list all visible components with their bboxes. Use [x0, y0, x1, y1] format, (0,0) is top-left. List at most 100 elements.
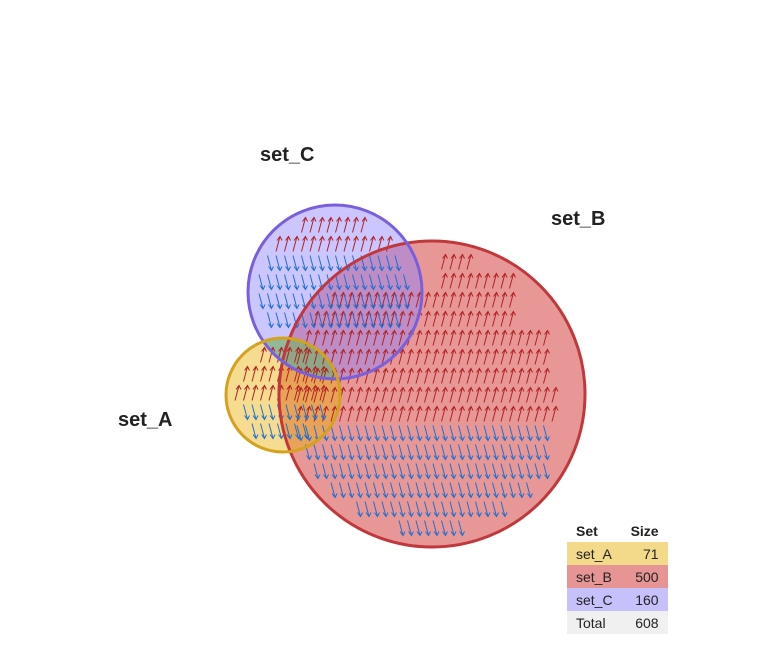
up-arrow-glyph: [364, 405, 372, 422]
down-arrow-glyph: [398, 520, 406, 537]
up-arrow-glyph: [398, 405, 406, 422]
down-arrow-glyph: [526, 482, 533, 499]
up-arrow-glyph: [260, 346, 267, 363]
down-arrow-glyph: [330, 463, 338, 480]
up-arrow-glyph: [432, 291, 440, 308]
down-arrow-glyph: [441, 425, 448, 442]
up-arrow-glyph: [407, 405, 414, 422]
up-arrow-glyph: [398, 310, 406, 327]
up-arrow-glyph: [407, 386, 414, 403]
up-arrow-glyph: [322, 329, 329, 346]
set-b-fill: [279, 241, 585, 547]
down-arrow-glyph: [509, 444, 516, 461]
down-arrow-glyph: [483, 444, 491, 461]
down-arrow-glyph: [292, 255, 300, 272]
down-arrow-glyph: [347, 425, 355, 442]
down-arrow-glyph: [449, 425, 457, 442]
up-arrow-glyph: [441, 310, 448, 327]
up-arrow-glyph: [285, 384, 293, 401]
set-outlines: [224, 203, 587, 549]
up-arrow-glyph: [318, 235, 325, 252]
up-arrow-glyph: [509, 272, 516, 289]
down-arrow-glyph: [258, 293, 266, 310]
up-arrow-glyph: [260, 365, 267, 382]
up-arrow-glyph: [381, 348, 389, 365]
down-arrow-glyph: [277, 423, 284, 440]
up-arrow-glyph: [407, 291, 414, 308]
down-arrow-glyph: [415, 501, 423, 518]
up-arrow-glyph: [509, 310, 516, 327]
legend-set-name: set_C: [576, 591, 613, 608]
down-arrow-glyph: [466, 482, 474, 499]
up-arrow-glyph: [330, 405, 338, 422]
up-arrow-glyph: [449, 291, 457, 308]
up-arrow-glyph: [301, 216, 308, 233]
down-arrow-glyph: [343, 293, 351, 310]
down-arrow-glyph: [369, 293, 376, 310]
up-arrow-glyph: [343, 216, 351, 233]
up-arrow-glyph: [551, 386, 559, 403]
up-arrow-glyph: [475, 291, 482, 308]
down-arrow-glyph: [534, 425, 542, 442]
down-arrow-glyph: [284, 312, 291, 329]
down-arrow-glyph: [424, 501, 431, 518]
down-arrow-glyph: [322, 444, 329, 461]
down-arrow-glyph: [330, 444, 338, 461]
legend-row-set-a: set_A 71: [567, 542, 668, 565]
down-arrow-glyph: [390, 463, 397, 480]
down-arrow-glyph: [292, 274, 300, 291]
up-arrow-glyph: [543, 405, 550, 422]
down-arrow-glyph: [275, 312, 283, 329]
down-arrow-glyph: [243, 404, 250, 421]
up-arrow-glyph: [449, 348, 457, 365]
up-arrow-glyph: [534, 329, 542, 346]
down-arrow-glyph: [322, 463, 329, 480]
down-arrow-glyph: [318, 255, 325, 272]
down-arrow-glyph: [377, 312, 385, 329]
up-arrow-glyph: [534, 386, 542, 403]
down-arrow-glyph: [386, 274, 393, 291]
down-arrow-glyph: [390, 501, 397, 518]
up-arrow-glyph: [483, 291, 491, 308]
up-arrow-glyph: [398, 386, 406, 403]
down-arrow-glyph: [432, 444, 440, 461]
up-arrow-glyph: [526, 405, 533, 422]
up-arrow-glyph: [415, 386, 423, 403]
up-arrow-glyph: [347, 386, 355, 403]
down-arrow-glyph: [407, 444, 414, 461]
down-arrow-glyph: [364, 482, 372, 499]
down-arrow-glyph: [381, 444, 389, 461]
up-arrow-glyph: [449, 367, 457, 384]
down-arrow-glyph: [534, 444, 542, 461]
down-arrow-glyph: [373, 444, 380, 461]
up-arrow-glyph: [441, 386, 448, 403]
down-arrow-glyph: [356, 444, 363, 461]
up-arrow-glyph: [492, 291, 499, 308]
up-arrow-glyph: [432, 405, 440, 422]
down-arrow-glyph: [394, 312, 402, 329]
up-arrow-glyph: [458, 348, 465, 365]
up-arrow-glyph: [517, 386, 525, 403]
up-arrow-glyph: [517, 367, 525, 384]
down-arrow-glyph: [415, 425, 423, 442]
down-arrow-glyph: [360, 312, 368, 329]
down-arrow-glyph: [356, 501, 363, 518]
up-arrow-glyph: [313, 329, 321, 346]
down-arrow-glyph: [309, 312, 317, 329]
down-arrow-glyph: [313, 444, 321, 461]
down-arrow-glyph: [475, 482, 482, 499]
up-arrow-glyph: [466, 405, 474, 422]
legend-header-row: Set Size: [567, 519, 668, 542]
down-arrow-glyph: [260, 423, 267, 440]
up-arrow-glyph: [483, 329, 491, 346]
up-arrow-glyph: [284, 235, 291, 252]
set-b-outline: [277, 239, 587, 549]
down-arrow-glyph: [356, 463, 363, 480]
down-arrow-glyph: [335, 312, 342, 329]
up-arrow-glyph: [517, 348, 525, 365]
up-arrow-glyph: [475, 386, 482, 403]
up-arrow-glyph: [449, 405, 457, 422]
up-arrow-glyph: [322, 386, 329, 403]
down-arrow-glyph: [449, 482, 457, 499]
up-arrow-glyph: [466, 291, 474, 308]
